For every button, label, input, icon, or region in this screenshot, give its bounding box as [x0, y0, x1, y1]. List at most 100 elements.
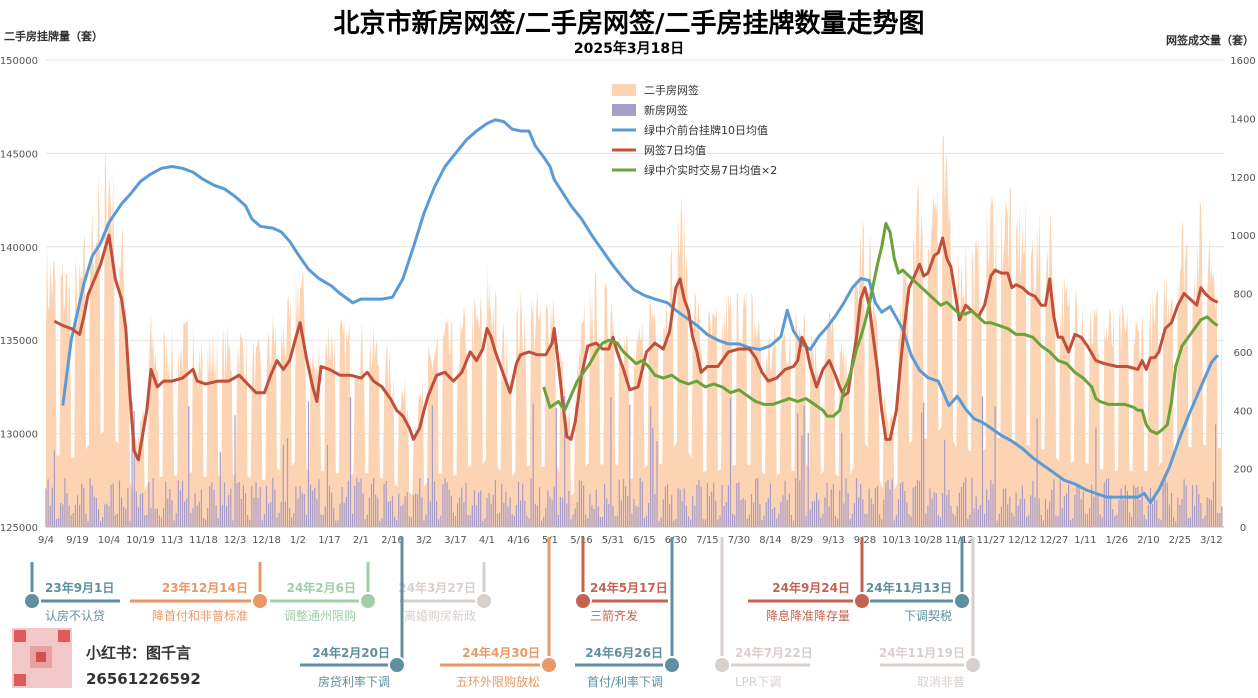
newhouse-bar: [782, 495, 784, 527]
newhouse-bar: [1154, 497, 1156, 527]
newhouse-bar: [375, 494, 377, 527]
newhouse-bar: [499, 512, 501, 527]
newhouse-bar: [1044, 499, 1047, 527]
newhouse-bar: [310, 484, 312, 527]
newhouse-bar: [960, 487, 963, 527]
newhouse-bar: [177, 480, 179, 527]
newhouse-bar: [1040, 515, 1042, 527]
newhouse-bar: [727, 485, 729, 527]
newhouse-bar: [1089, 508, 1091, 527]
x-tick-label: 12/3: [224, 535, 246, 546]
newhouse-bar: [1145, 519, 1147, 527]
x-tick-label: 2/16: [381, 535, 403, 546]
newhouse-bar: [524, 500, 526, 527]
newhouse-bar: [543, 516, 545, 527]
newhouse-bar: [692, 495, 694, 527]
newhouse-bar: [236, 483, 238, 527]
newhouse-bar: [461, 487, 463, 527]
newhouse-bar: [1053, 479, 1055, 527]
newhouse-bar: [1170, 492, 1173, 527]
newhouse-bar: [211, 482, 213, 527]
newhouse-bar: [996, 520, 998, 527]
newhouse-bar: [916, 480, 918, 527]
newhouse-bar: [87, 521, 89, 527]
newhouse-bar: [534, 503, 536, 527]
newhouse-bar: [893, 520, 895, 527]
newhouse-bar: [1038, 498, 1040, 527]
newhouse-bar: [1194, 505, 1196, 527]
newhouse-bar: [62, 504, 64, 527]
newhouse-bar: [942, 493, 944, 527]
newhouse-bar: [1091, 484, 1093, 527]
newhouse-bar: [505, 492, 507, 527]
newhouse-bar: [1177, 497, 1179, 527]
newhouse-bar: [792, 520, 795, 527]
newhouse-bar: [213, 489, 215, 527]
newhouse-bar: [127, 487, 129, 527]
newhouse-bar: [1095, 427, 1097, 527]
newhouse-bar: [679, 489, 681, 527]
newhouse-bar: [790, 514, 792, 527]
newhouse-bar: [572, 514, 574, 527]
newhouse-bar: [1181, 499, 1183, 527]
newhouse-bar: [929, 488, 931, 527]
newhouse-bar: [1114, 516, 1116, 527]
newhouse-bar: [1221, 506, 1223, 527]
x-tick-label: 2/1: [353, 535, 369, 546]
newhouse-bar: [85, 513, 87, 527]
event-date: 24年2月20日: [312, 645, 390, 660]
newhouse-bar: [125, 508, 127, 527]
newhouse-bar: [606, 498, 608, 527]
newhouse-bar: [194, 493, 196, 527]
newhouse-bar: [171, 500, 173, 527]
newhouse-bar: [645, 516, 648, 527]
newhouse-bar: [156, 508, 158, 527]
newhouse-bar: [270, 502, 272, 527]
newhouse-bar: [1143, 514, 1145, 527]
newhouse-bar: [795, 478, 797, 527]
event-label: 首付/利率下调: [587, 674, 663, 689]
newhouse-bar: [824, 497, 826, 527]
newhouse-bar: [1059, 478, 1061, 527]
newhouse-bar: [723, 506, 725, 527]
newhouse-bar: [452, 512, 454, 527]
newhouse-bar: [454, 516, 457, 527]
newhouse-bar: [981, 396, 984, 527]
newhouse-bar: [719, 515, 721, 527]
newhouse-bar: [608, 504, 610, 527]
newhouse-bar: [1128, 512, 1131, 527]
newhouse-bar: [404, 496, 406, 527]
newhouse-bar: [133, 411, 135, 527]
footer-handle: 小红书：图千言: [86, 644, 191, 662]
newhouse-bar: [347, 480, 349, 527]
newhouse-bar: [333, 508, 335, 527]
event-date: 23年12月14日: [162, 580, 248, 595]
newhouse-bar: [431, 405, 433, 527]
newhouse-bar: [135, 491, 137, 527]
newhouse-bar: [297, 498, 299, 527]
event-label: 五环外限购放松: [456, 674, 540, 689]
x-tick-label: 6/15: [633, 535, 655, 546]
event-date: 24年11月13日: [866, 580, 952, 595]
newhouse-bar: [1110, 495, 1112, 527]
newhouse-bar: [150, 508, 152, 527]
y-right-tick-label: 1000: [1230, 231, 1255, 242]
newhouse-bar: [398, 493, 400, 527]
newhouse-bar: [763, 515, 765, 527]
newhouse-bar: [1000, 506, 1002, 527]
footer-number: 26561226592: [86, 670, 201, 688]
newhouse-bar: [1149, 487, 1152, 527]
newhouse-bar: [574, 508, 576, 527]
legend-swatch: [612, 104, 636, 116]
newhouse-bar: [685, 505, 687, 527]
newhouse-bar: [864, 513, 866, 527]
newhouse-bar: [1133, 485, 1135, 527]
newhouse-bar: [1036, 418, 1038, 527]
newhouse-bar: [738, 482, 740, 527]
newhouse-bar: [364, 519, 366, 527]
event-date: 24年7月22日: [735, 645, 813, 660]
newhouse-bar: [467, 515, 469, 527]
newhouse-bar: [484, 518, 486, 527]
newhouse-bar: [935, 493, 937, 527]
